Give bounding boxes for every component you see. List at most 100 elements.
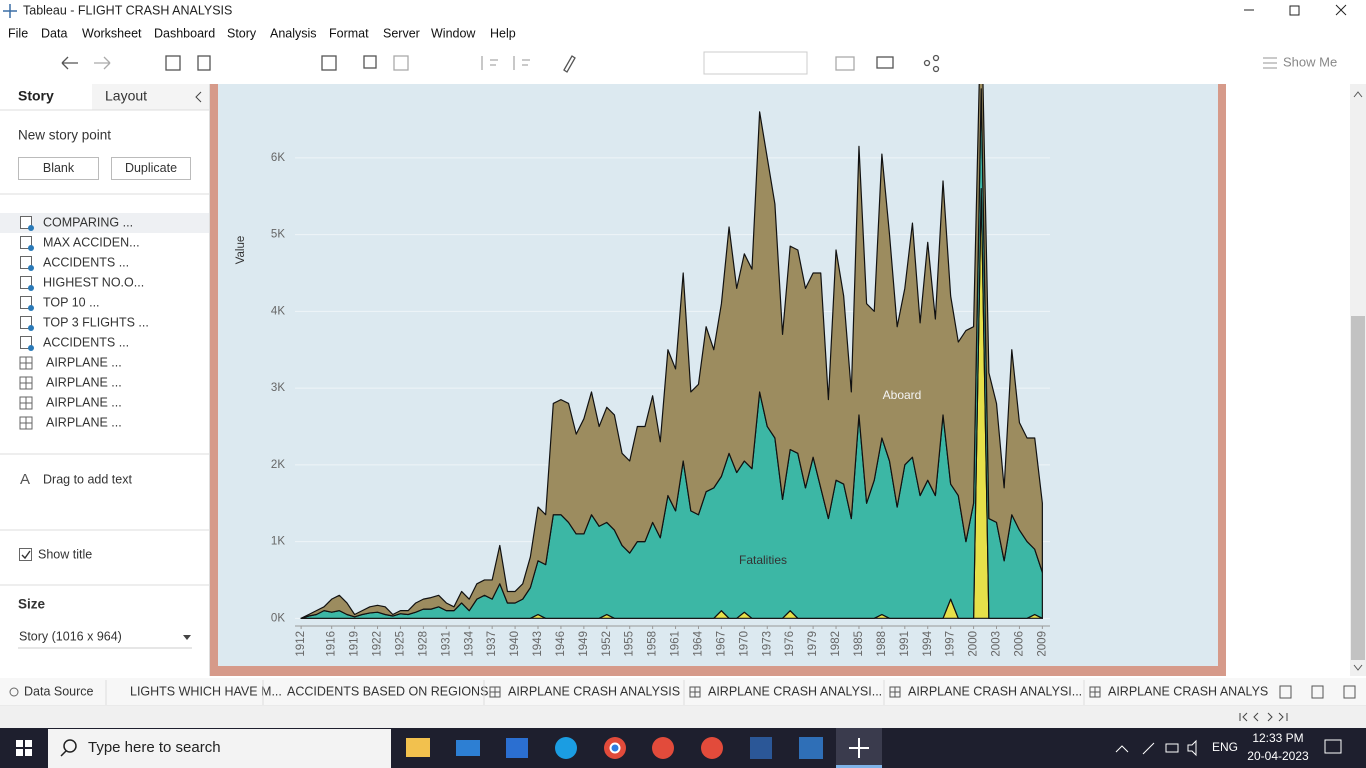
- story-point[interactable]: MAX ACCIDEN...: [43, 235, 140, 249]
- y-tick-label: 0K: [271, 612, 285, 624]
- story-point[interactable]: COMPARING ...: [43, 215, 133, 229]
- story-point[interactable]: HIGHEST NO.O...: [43, 275, 144, 289]
- size-dropdown[interactable]: Story (1016 x 964): [19, 629, 122, 643]
- sheet-tab[interactable]: AIRPLANE CRASH ANALYSI...: [708, 684, 882, 698]
- mail[interactable]: [456, 740, 480, 756]
- menu-item[interactable]: Server: [383, 26, 420, 40]
- duplicate-button-frame[interactable]: [111, 157, 191, 180]
- tray-icons[interactable]: [1142, 739, 1197, 757]
- sheet-tab[interactable]: AIRPLANE CRASH ANALYSIS: [508, 684, 680, 698]
- clock-date[interactable]: 20-04-2023: [1247, 749, 1309, 763]
- story-point[interactable]: AIRPLANE ...: [46, 355, 122, 369]
- chrome-2[interactable]: [652, 737, 674, 759]
- save-button[interactable]: [165, 55, 181, 71]
- sheet-icon: [20, 276, 32, 289]
- duplicate-button[interactable]: [363, 55, 377, 69]
- clock-time[interactable]: 12:33 PM: [1252, 731, 1303, 745]
- x-tick-label: 1919: [349, 631, 361, 657]
- sheet-tab[interactable]: LIGHTS WHICH HAVE M...: [130, 684, 282, 698]
- layout-tab[interactable]: Layout: [105, 88, 147, 104]
- search-placeholder[interactable]: Type here to search: [88, 739, 221, 756]
- app-icon: [3, 4, 17, 18]
- collapse-button[interactable]: [195, 91, 202, 103]
- show-title-label[interactable]: Show title: [38, 547, 92, 561]
- sheet-tab[interactable]: Data Source: [24, 684, 94, 698]
- file-explorer[interactable]: [406, 738, 430, 757]
- edge[interactable]: [555, 737, 577, 759]
- x-tick-label: 1973: [761, 631, 773, 657]
- menu-item[interactable]: Story: [227, 26, 257, 40]
- new-sheet-button[interactable]: [1279, 685, 1292, 699]
- start-button[interactable]: [16, 740, 32, 756]
- tray-arrow[interactable]: [1115, 745, 1129, 753]
- cards-button[interactable]: [835, 56, 855, 71]
- area: [300, 84, 1043, 619]
- blank-button-frame[interactable]: [18, 157, 99, 180]
- show-me-button[interactable]: Show Me: [1283, 54, 1337, 69]
- menu-item[interactable]: Window: [431, 26, 476, 40]
- chrome-3[interactable]: [701, 737, 723, 759]
- x-tick-label: 1955: [624, 631, 636, 657]
- story-point[interactable]: AIRPLANE ...: [46, 375, 122, 389]
- scrollbar-thumb[interactable]: [1351, 316, 1365, 660]
- new-sheet-button[interactable]: [1343, 685, 1356, 699]
- dashboard-tab-icon: [1089, 686, 1101, 698]
- story-point[interactable]: ACCIDENTS ...: [43, 255, 129, 269]
- redo-button[interactable]: [94, 56, 111, 70]
- menu-item[interactable]: Worksheet: [82, 26, 142, 40]
- menu-item[interactable]: File: [8, 26, 28, 40]
- story-point[interactable]: ACCIDENTS ...: [43, 335, 129, 349]
- menu-item[interactable]: Format: [329, 26, 369, 40]
- x-tick-label: 1928: [417, 631, 429, 657]
- story-point[interactable]: TOP 10 ...: [43, 295, 100, 309]
- word[interactable]: [750, 737, 772, 759]
- sort-asc-button[interactable]: [481, 56, 498, 70]
- tab-navigation[interactable]: [1239, 712, 1288, 722]
- sheet-tab[interactable]: AIRPLANE CRASH ANALYSI...: [908, 684, 1082, 698]
- sheet-tab[interactable]: ACCIDENTS BASED ON REGIONS: [287, 684, 488, 698]
- search-box[interactable]: [48, 729, 391, 768]
- store[interactable]: [506, 738, 528, 758]
- highlight-button[interactable]: [563, 55, 576, 73]
- x-tick-label: 2000: [968, 631, 980, 657]
- undo-button[interactable]: [61, 56, 78, 70]
- y-tick-label: 4K: [271, 305, 285, 317]
- menu-item[interactable]: Help: [490, 26, 516, 40]
- duplicate-button[interactable]: Duplicate: [125, 161, 177, 175]
- y-tick-label: 2K: [271, 459, 285, 471]
- presentation-button[interactable]: [876, 56, 894, 69]
- story-badge: [28, 345, 34, 351]
- story-badge: [28, 265, 34, 271]
- story-tab[interactable]: Story: [18, 88, 54, 104]
- y-axis-title: Value: [235, 236, 247, 265]
- drag-text[interactable]: Drag to add text: [43, 472, 132, 486]
- notifications[interactable]: [1324, 739, 1342, 754]
- menu-item[interactable]: Analysis: [270, 26, 317, 40]
- restore-button[interactable]: [1289, 5, 1300, 16]
- menu-item[interactable]: Data: [41, 26, 67, 40]
- selected-story-point: [0, 213, 209, 233]
- x-tick-label: 1952: [601, 631, 613, 657]
- dashboard-tab-icon: [689, 686, 701, 698]
- fit-dropdown[interactable]: [703, 51, 808, 75]
- new-sheet-button[interactable]: [1311, 685, 1324, 699]
- new-data-source-button[interactable]: [197, 55, 211, 71]
- x-tick-label: 2009: [1036, 631, 1048, 657]
- show-title-checkbox[interactable]: [19, 548, 32, 561]
- share-button[interactable]: [923, 54, 940, 73]
- sort-desc-button[interactable]: [513, 56, 530, 70]
- sheet-tab[interactable]: AIRPLANE CRASH ANALYSI...: [1108, 684, 1282, 698]
- language[interactable]: ENG: [1212, 740, 1238, 754]
- clear-button[interactable]: [393, 55, 409, 71]
- blank-button[interactable]: Blank: [43, 161, 75, 175]
- x-tick-label: 1970: [738, 631, 750, 657]
- story-point[interactable]: AIRPLANE ...: [46, 395, 122, 409]
- menu-item[interactable]: Dashboard: [154, 26, 215, 40]
- plot-area: [300, 84, 1043, 619]
- x-tick-label: 1934: [463, 630, 475, 656]
- new-worksheet-button[interactable]: [321, 55, 337, 71]
- close-button[interactable]: [1335, 4, 1347, 16]
- story-point[interactable]: TOP 3 FLIGHTS ...: [43, 315, 149, 329]
- story-point[interactable]: AIRPLANE ...: [46, 415, 122, 429]
- photos[interactable]: [799, 737, 823, 759]
